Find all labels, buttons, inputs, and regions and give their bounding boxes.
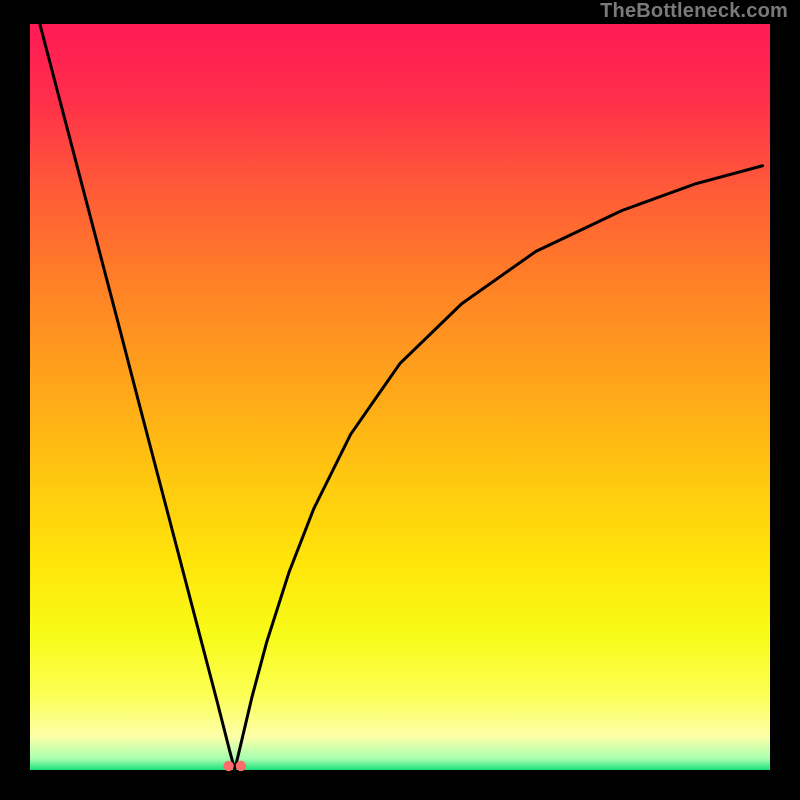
chart-svg [0, 0, 800, 800]
watermark-text: TheBottleneck.com [600, 0, 788, 23]
min-marker [236, 761, 246, 771]
min-marker [223, 761, 233, 771]
plot-background-gradient [30, 24, 770, 770]
chart-root: TheBottleneck.com [0, 0, 800, 800]
